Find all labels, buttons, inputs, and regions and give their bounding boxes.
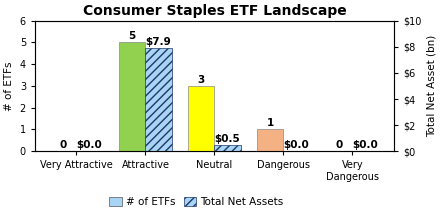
Bar [119,42,146,151]
Text: 0: 0 [60,140,67,150]
Title: Consumer Staples ETF Landscape: Consumer Staples ETF Landscape [82,4,346,18]
Legend: # of ETFs, Total Net Assets: # of ETFs, Total Net Assets [105,193,288,210]
Text: $7.9: $7.9 [146,37,172,47]
Bar [188,86,214,151]
Text: 0: 0 [336,140,343,150]
Y-axis label: # of ETFs: # of ETFs [4,61,14,111]
Text: $0.0: $0.0 [284,140,310,150]
Text: 3: 3 [198,75,205,85]
Text: $0.5: $0.5 [215,134,240,144]
Bar [257,129,284,151]
Text: $0.0: $0.0 [77,140,102,150]
Bar [214,145,241,151]
Text: $0.0: $0.0 [353,140,378,150]
Y-axis label: Total Net Asset (bn): Total Net Asset (bn) [427,35,437,137]
Text: 5: 5 [129,31,136,41]
Text: 1: 1 [267,118,274,128]
Bar [146,48,172,151]
